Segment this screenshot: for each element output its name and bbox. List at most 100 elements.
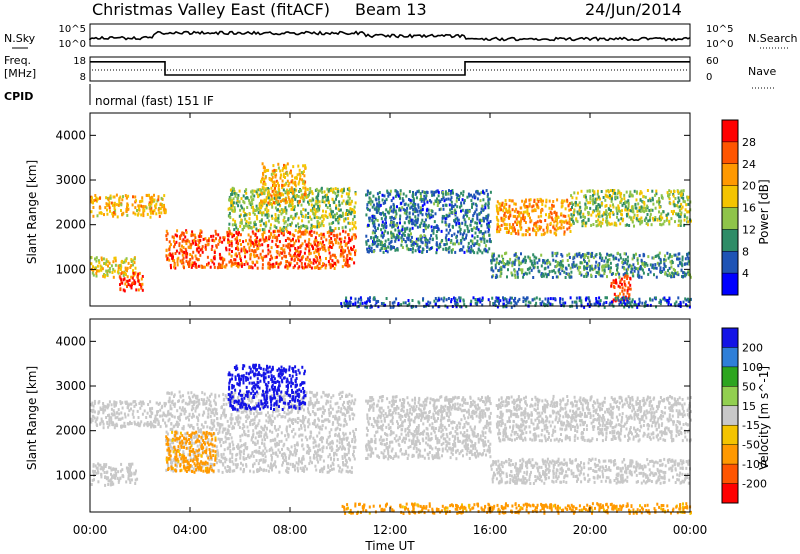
heatmap-cell [409, 219, 412, 223]
heatmap-cell [161, 414, 164, 418]
heatmap-cell [370, 236, 373, 239]
heatmap-cell [158, 214, 161, 218]
heatmap-cell [419, 245, 422, 249]
heatmap-cell [419, 234, 422, 238]
heatmap-cell [134, 422, 136, 426]
heatmap-cell [237, 196, 240, 200]
heatmap-cell [497, 269, 500, 272]
heatmap-cell [107, 260, 110, 264]
heatmap-cell [313, 208, 316, 212]
heatmap-cell [314, 210, 317, 214]
heatmap-cell [506, 227, 509, 231]
heatmap-cell [326, 216, 329, 219]
heatmap-cell [298, 227, 301, 231]
heatmap-cell [391, 232, 394, 236]
heatmap-cell [151, 411, 154, 415]
heatmap-cell [236, 239, 239, 243]
heatmap-cell [282, 227, 284, 231]
heatmap-cell [298, 180, 301, 184]
heatmap-cell [252, 253, 255, 257]
heatmap-cell [683, 223, 686, 227]
heatmap-cell [270, 246, 273, 250]
heatmap-cell [621, 203, 624, 207]
heatmap-cell [316, 256, 319, 260]
heatmap-cell [407, 235, 410, 239]
heatmap-cell [473, 226, 476, 230]
heatmap-cell [106, 270, 109, 273]
heatmap-cell [544, 272, 547, 276]
heatmap-cell [250, 226, 253, 230]
heatmap-cell [292, 237, 294, 241]
heatmap-cell [658, 202, 661, 206]
heatmap-cell [184, 235, 187, 239]
heatmap-cell [444, 217, 447, 221]
heatmap-cell [340, 249, 343, 253]
heatmap-cell [90, 483, 93, 486]
heatmap-cell [292, 217, 294, 221]
heatmap-cell [185, 230, 188, 234]
heatmap-cell [426, 200, 429, 204]
heatmap-cell [132, 259, 134, 263]
heatmap-cell [560, 212, 563, 216]
heatmap-cell [297, 236, 300, 240]
heatmap-cell [346, 187, 349, 191]
heatmap-cell [115, 467, 118, 471]
heatmap-cell [320, 232, 323, 236]
heatmap-cell [136, 423, 139, 427]
heatmap-cell [411, 250, 414, 254]
heatmap-cell [431, 229, 434, 233]
heatmap-cell [273, 225, 276, 228]
heatmap-cell [140, 420, 143, 424]
heatmap-cell [231, 186, 234, 190]
heatmap-cell [191, 230, 194, 234]
heatmap-cell [239, 224, 242, 228]
heatmap-cell [319, 241, 322, 245]
heatmap-cell [503, 211, 506, 215]
heatmap-cell [487, 198, 490, 202]
heatmap-cell [605, 189, 608, 193]
heatmap-cell [182, 246, 185, 249]
heatmap-cell [447, 238, 450, 242]
heatmap-cell [652, 218, 655, 222]
heatmap-cell [396, 222, 399, 225]
heatmap-cell [315, 231, 318, 235]
heatmap-cell [327, 246, 330, 250]
heatmap-cell [533, 208, 536, 212]
heatmap-cell [274, 230, 277, 233]
heatmap-cell [520, 261, 522, 265]
heatmap-cell [628, 297, 631, 301]
heatmap-cell [366, 189, 369, 193]
heatmap-cell [661, 196, 664, 200]
heatmap-cell [385, 221, 387, 225]
heatmap-cell [138, 207, 140, 211]
heatmap-cell [265, 199, 267, 203]
heatmap-cell [569, 208, 572, 211]
heatmap-cell [582, 215, 585, 218]
heatmap-cell [589, 206, 592, 210]
heatmap-cell [130, 264, 133, 268]
heatmap-cell [306, 187, 309, 191]
heatmap-cell [510, 301, 513, 305]
heatmap-cell [389, 223, 392, 227]
heatmap-cell [113, 404, 116, 408]
heatmap-cell [257, 229, 260, 233]
heatmap-cell [269, 177, 271, 181]
heatmap-cell [95, 199, 98, 203]
heatmap-cell [382, 226, 385, 230]
heatmap-cell [347, 301, 350, 305]
heatmap-cell [455, 235, 458, 239]
heatmap-cell [583, 253, 586, 257]
heatmap-cell [562, 214, 565, 218]
heatmap-cell [429, 237, 432, 241]
heatmap-cell [277, 193, 280, 197]
heatmap-cell [552, 204, 555, 208]
heatmap-cell [265, 210, 268, 214]
heatmap-cell [385, 198, 388, 202]
heatmap-cell [471, 217, 474, 221]
heatmap-cell [348, 212, 351, 216]
heatmap-cell [383, 222, 386, 226]
heatmap-cell [466, 210, 469, 214]
heatmap-cell [112, 214, 115, 218]
heatmap-cell [390, 236, 393, 240]
heatmap-cell [399, 214, 402, 218]
